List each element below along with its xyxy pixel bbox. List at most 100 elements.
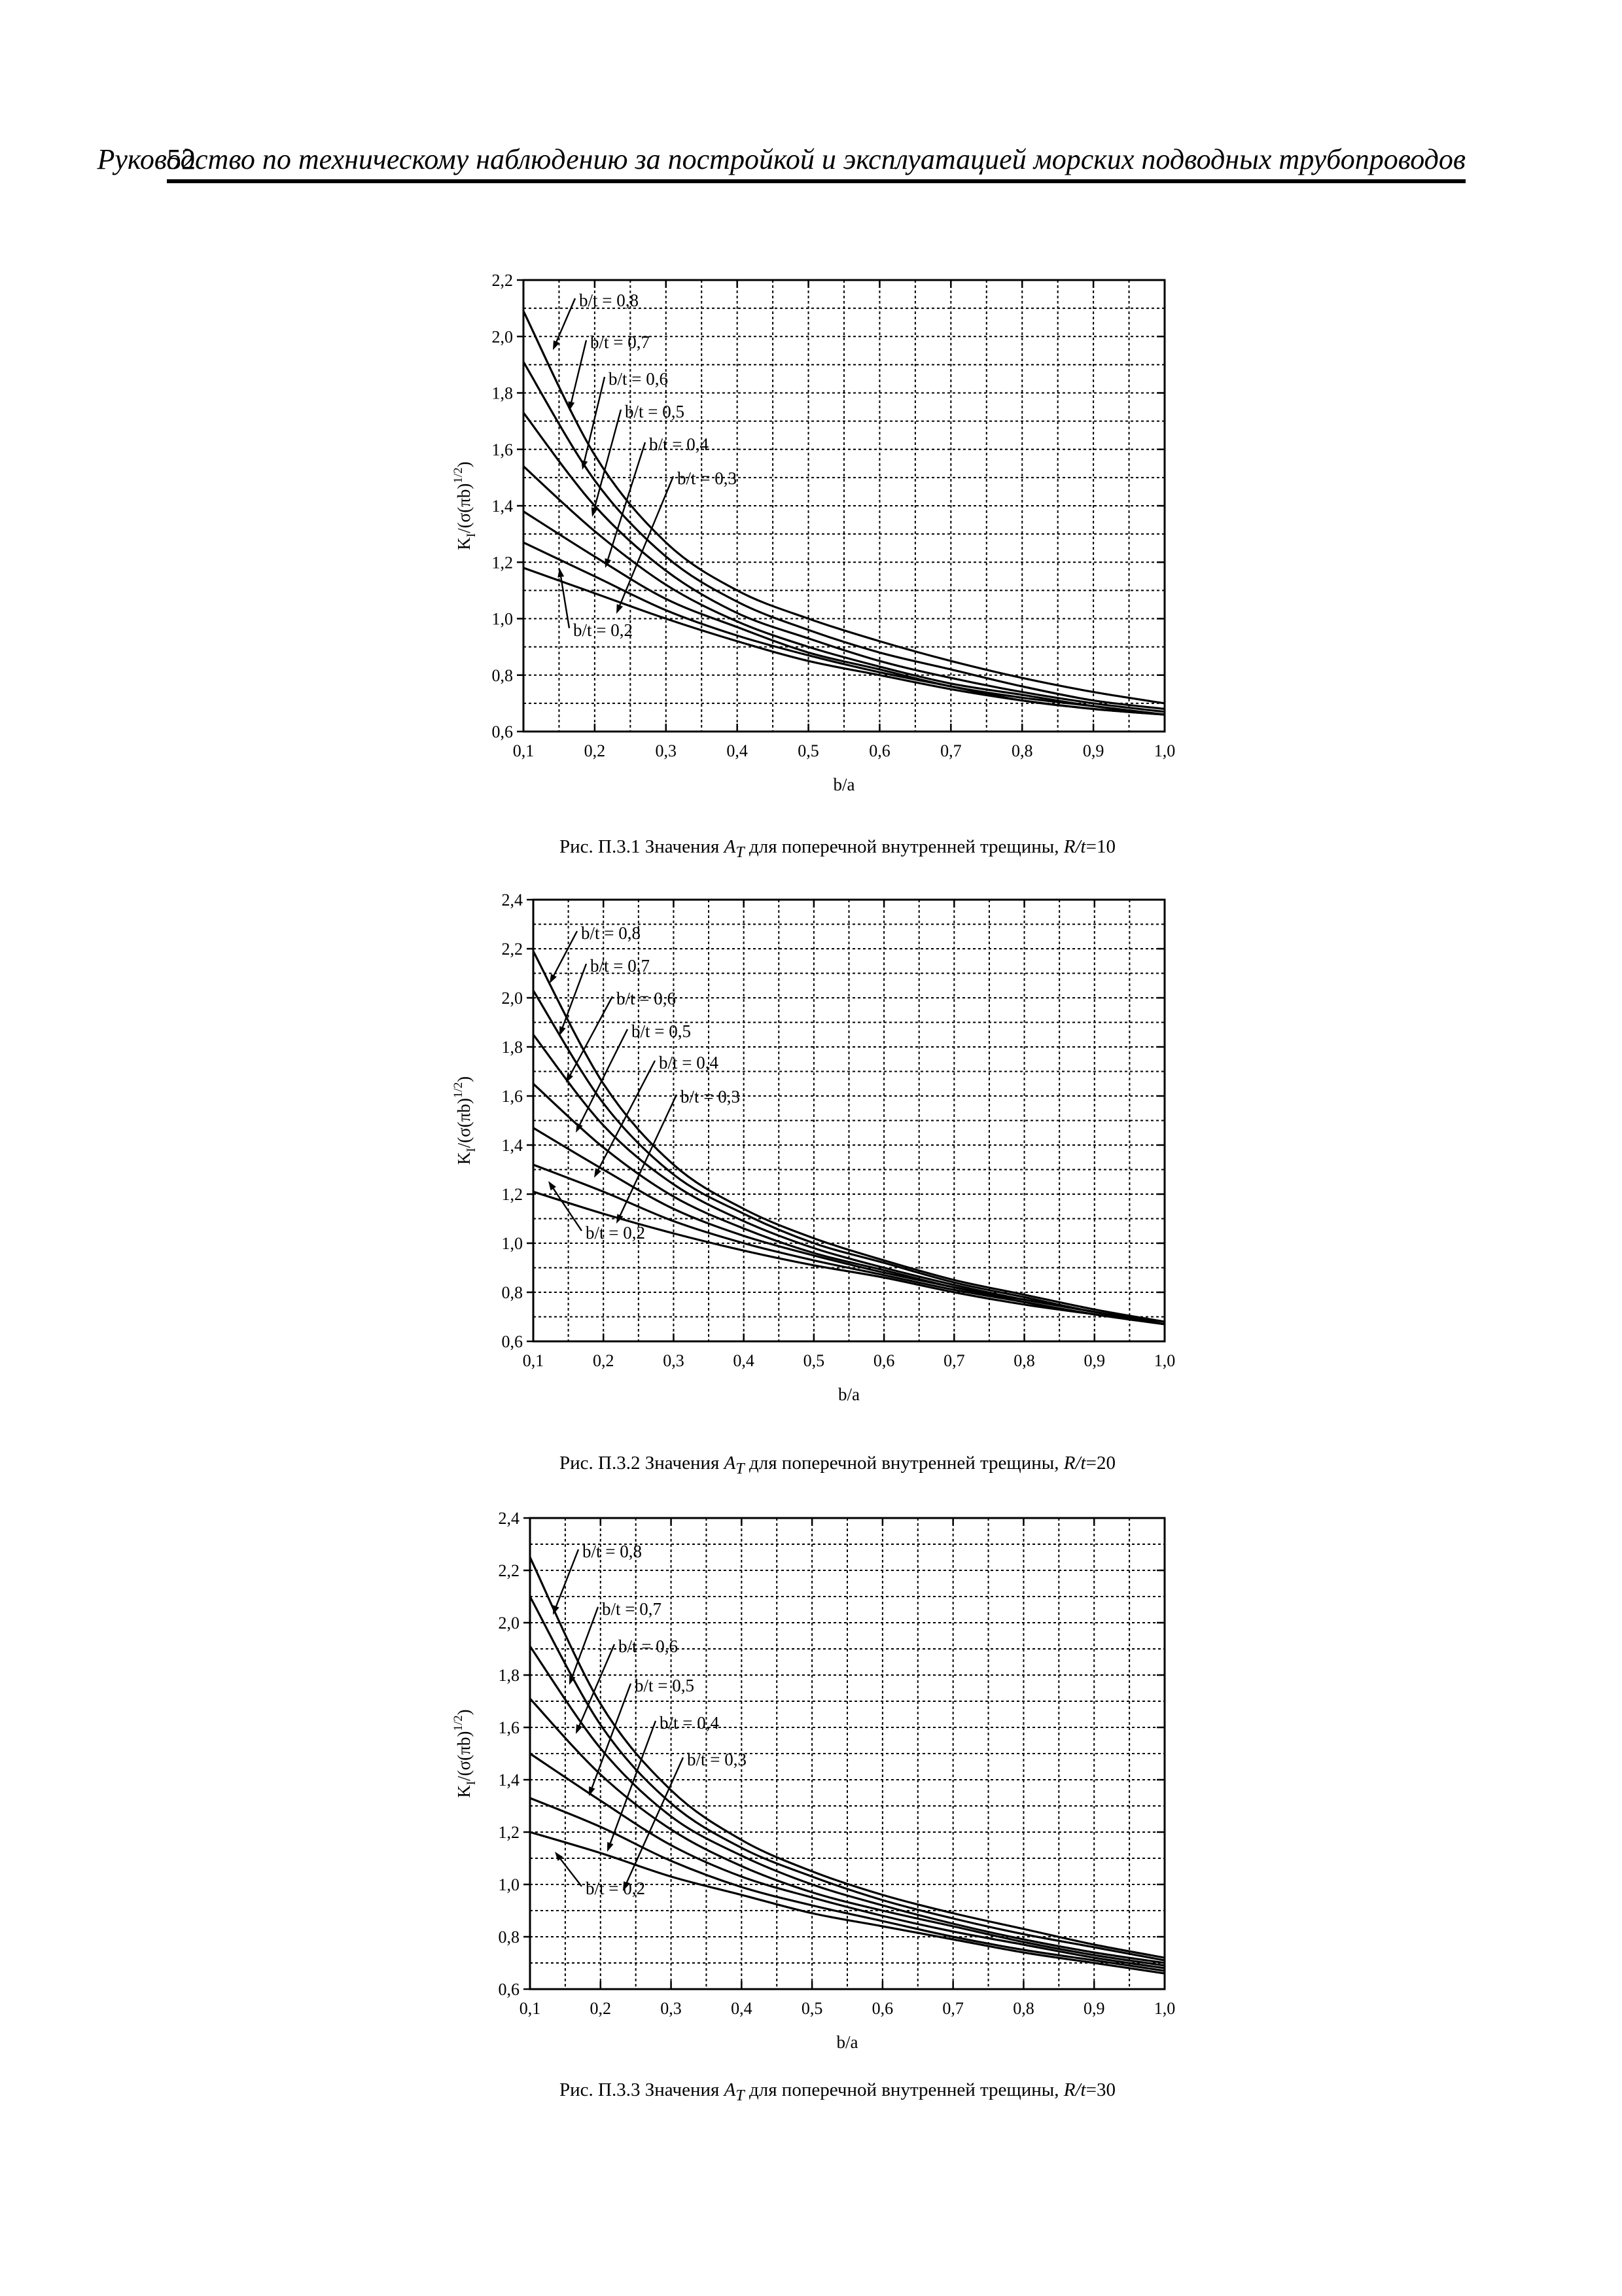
series-label: b/t = 0,3 [687, 1750, 747, 1769]
x-tick-label: 1,0 [1154, 1351, 1176, 1370]
y-tick-label: 2,0 [499, 1614, 520, 1633]
y-tick-label: 1,4 [499, 1771, 520, 1790]
x-tick-label: 0,6 [869, 741, 890, 760]
series-label: b/t = 0,2 [586, 1879, 645, 1898]
series-line [529, 1752, 1165, 1969]
series-group [529, 1557, 1165, 1975]
chart-3: 0,1 0,2 0,3 0,4 0,5 0,6 0,7 0,8 0,9 1,0 0,6 0,8 1,0 1… [451, 1509, 1175, 2052]
x-axis-title: b/a [838, 1385, 860, 1404]
caption-ratio: R/t [1063, 1453, 1086, 1474]
x-tick-label: 0,7 [942, 1999, 964, 2018]
series-label: b/t = 0,8 [582, 1542, 642, 1561]
chart-1: 0,1 0,2 0,3 0,4 0,5 0,6 0,7 0,8 0,9 1,0 0,6 0,8 1,0 1… [451, 271, 1175, 794]
arrow-head [623, 1881, 630, 1891]
page-number: 52 [167, 143, 196, 175]
arrow-head [553, 340, 560, 350]
caption-prefix: Рис. П.3.1 Значения [559, 836, 724, 857]
y-axis-title-sub: I [465, 533, 478, 537]
series-line [522, 361, 1165, 711]
x-tick-label: 0,9 [1083, 741, 1104, 760]
header-rule [167, 179, 1466, 183]
series-label: b/t = 0,2 [586, 1223, 645, 1243]
annotations: b/t = 0,8 b/t = 0,7 b/t = 0,6 b/t = 0,5 b/t … [553, 1542, 747, 1898]
series-label: b/t = 0,4 [660, 1713, 719, 1733]
arrow-head [605, 558, 612, 568]
y-tick-label: 2,2 [499, 1561, 520, 1580]
y-tick-label: 1,2 [499, 1823, 520, 1842]
annotation-arrow [553, 930, 578, 976]
series-label: b/t = 0,5 [625, 402, 684, 421]
series-line [523, 510, 1165, 716]
arrow-head [548, 1181, 556, 1191]
y-axis-title: KI/(σ(πb)1/2) [451, 1076, 478, 1165]
arrow-head [581, 460, 588, 470]
x-axis-title: b/a [837, 2032, 858, 2052]
figure-2: 0,1 0,2 0,3 0,4 0,5 0,6 0,7 0,8 0,9 1,0 0,6 0,8 1,0 1… [445, 880, 1230, 1482]
y-tick-label: 1,0 [502, 1234, 523, 1253]
series-label: b/t = 0,4 [649, 434, 709, 454]
annotation-arrow [555, 298, 576, 342]
series-label: b/t = 0,3 [677, 468, 737, 488]
annotation-arrow [593, 409, 622, 508]
y-axis-title-sub: I [465, 1148, 478, 1152]
series-label: b/t = 0,5 [635, 1676, 694, 1695]
series-line [532, 1083, 1165, 1326]
series-label: b/t = 0,6 [618, 1636, 678, 1656]
page-header: 52 Руководство по техническому наблюдени… [97, 143, 1466, 183]
x-tick-label: 0,1 [520, 1999, 541, 2018]
annotation-arrow [560, 576, 571, 629]
figure-caption-3: Рис. П.3.3 Значения AT для поперечной вн… [445, 2079, 1230, 2105]
annotation-arrow [591, 1683, 632, 1788]
series-line [529, 1697, 1165, 1967]
annotation-arrow [619, 476, 675, 606]
plot-frame [532, 898, 1166, 1343]
caption-symbol: A [724, 836, 736, 857]
annotation-arrow [607, 442, 646, 560]
y-tick-label: 1,4 [492, 497, 514, 516]
x-tick-label: 0,5 [802, 1999, 823, 2018]
x-tick-label: 0,4 [731, 1999, 752, 2018]
annotation-arrow [552, 1188, 582, 1231]
y-tick-label: 2,4 [502, 891, 523, 910]
arrow-head [589, 1786, 595, 1796]
x-tick-label: 0,6 [872, 1999, 894, 2018]
x-tick-label: 0,2 [584, 741, 606, 760]
x-tick-label: 0,7 [943, 1351, 965, 1370]
y-axis-title-part: ) [454, 1709, 474, 1715]
caption-ratio: R/t [1063, 836, 1086, 857]
y-tick-label: 1,8 [499, 1666, 520, 1685]
series-line [533, 1190, 1165, 1326]
caption-value: =30 [1085, 2079, 1116, 2100]
y-tick-label: 1,6 [499, 1718, 520, 1737]
x-tick-label: 0,7 [940, 741, 962, 760]
y-tick-label: 1,6 [492, 440, 514, 459]
figure-3: 0,1 0,2 0,3 0,4 0,5 0,6 0,7 0,8 0,9 1,0 0,6 0,8 1,0 1… [445, 1498, 1230, 2120]
y-tick-label: 0,8 [502, 1283, 523, 1302]
arrow-head [566, 1073, 574, 1083]
series-label: b/t = 0,8 [581, 923, 641, 943]
annotation-arrow [609, 1720, 657, 1844]
y-tick-label: 1,8 [502, 1038, 523, 1057]
y-tick-label: 1,4 [502, 1136, 523, 1155]
y-tick-label: 0,6 [502, 1332, 523, 1351]
running-title: Руководство по техническому наблюдению з… [97, 143, 1466, 175]
caption-symbol: A [724, 2079, 736, 2100]
x-tick-label: 0,8 [1014, 1351, 1035, 1370]
arrow-head [569, 1675, 576, 1685]
annotation-arrow [626, 1757, 684, 1883]
y-tick-label: 1,8 [492, 384, 514, 403]
x-tick-label: 0,2 [590, 1999, 612, 2018]
arrow-head [616, 604, 623, 614]
series-label: b/t = 0,2 [573, 620, 633, 640]
arrow-head [550, 974, 557, 983]
y-tick-label: 1,2 [492, 553, 514, 572]
y-tick-label: 2,0 [502, 989, 523, 1008]
series-label: b/t = 0,4 [659, 1053, 718, 1072]
y-axis-title-part: /(σ(πb) [454, 1731, 474, 1781]
x-tick-label: 0,3 [656, 741, 677, 760]
y-tick-label: 1,0 [499, 1875, 520, 1894]
y-axis-title-part: K [454, 537, 474, 550]
series-label: b/t = 0,3 [680, 1087, 740, 1106]
series-line [529, 1557, 1165, 1959]
annotation-arrow [619, 1094, 678, 1216]
